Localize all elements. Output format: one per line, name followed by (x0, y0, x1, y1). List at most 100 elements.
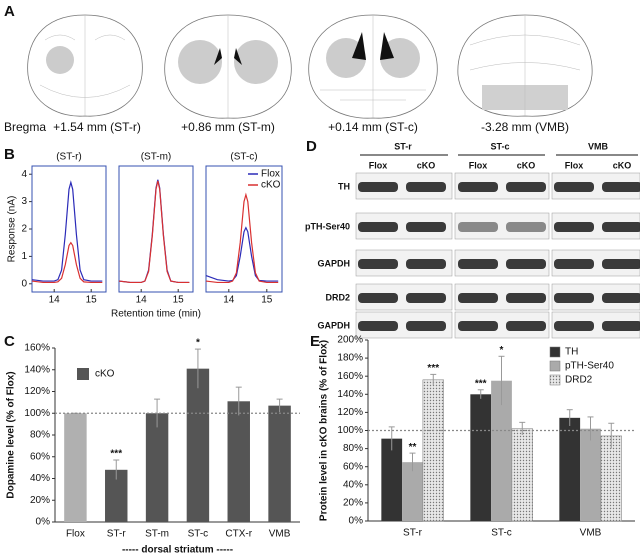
bar (381, 438, 403, 521)
y-tick-label: 60% (30, 451, 50, 462)
bar (470, 394, 492, 521)
bregma-label: Bregma (4, 120, 46, 134)
significance: *** (110, 449, 122, 460)
y-tick-label: 20% (30, 495, 50, 506)
blot-band (602, 259, 640, 269)
section-label: +0.14 mm (ST-c) (328, 120, 418, 134)
blot-lane: cKO (417, 160, 436, 170)
bar (559, 417, 581, 521)
bar (580, 428, 601, 521)
blot-band (554, 222, 594, 232)
x-tick-label: 14 (136, 295, 148, 306)
legend-label: pTH-Ser40 (565, 361, 614, 372)
y-tick-label: 180% (337, 353, 363, 364)
blot-group: ST-c (490, 141, 509, 151)
x-tick-label: ST-r (403, 528, 423, 539)
x-tick-label: VMB (580, 528, 602, 539)
blot-band (602, 222, 640, 232)
line-series (31, 180, 103, 282)
chart-title: (ST-c) (230, 152, 257, 163)
panel-label: E (310, 333, 320, 350)
y-tick-label: 0% (36, 517, 51, 528)
y-tick-label: 200% (337, 335, 363, 346)
blot-band (506, 293, 546, 303)
plot-frame (31, 165, 107, 293)
section-label: +1.54 mm (ST-r) (53, 120, 141, 134)
legend-swatch (549, 374, 561, 386)
y-axis-label: Protein level in cKO brains (% of Flox) (319, 340, 330, 521)
blot-band (554, 182, 594, 192)
y-tick-label: 0% (349, 516, 364, 527)
brain-sections (27, 14, 593, 119)
blot-lane: cKO (517, 160, 536, 170)
blot-band (358, 222, 398, 232)
y-axis-label: Response (nA) (7, 196, 18, 263)
panel-label: D (306, 138, 317, 155)
y-tick-label: 60% (343, 461, 363, 472)
line-series (118, 179, 190, 284)
blot-lane: Flox (469, 160, 488, 170)
blot-band (358, 259, 398, 269)
bar (600, 435, 622, 522)
blot-band (554, 321, 594, 331)
bar (145, 413, 169, 522)
y-tick-label: 20% (343, 498, 363, 509)
significance: *** (427, 363, 439, 374)
y-tick-label: 140% (24, 364, 50, 375)
blot-band (406, 182, 446, 192)
x-tick-label: ST-m (145, 529, 169, 540)
chart-title: (ST-m) (141, 152, 172, 163)
blot-band (458, 321, 498, 331)
blot-band (506, 182, 546, 192)
y-tick-label: 80% (343, 443, 363, 454)
line-series (31, 241, 103, 284)
legend-label: TH (565, 347, 578, 358)
legend-swatch (549, 360, 561, 372)
line-series (205, 192, 279, 284)
blot-band (406, 321, 446, 331)
blot-row: pTH-Ser40 (305, 221, 350, 231)
blot-band (554, 293, 594, 303)
blot-lane: cKO (613, 160, 632, 170)
blot-band (458, 222, 498, 232)
x-axis-label: ----- dorsal striatum ----- (122, 545, 233, 556)
blot-group: VMB (588, 141, 609, 151)
significance: * (196, 338, 200, 349)
blot-band (602, 182, 640, 192)
section-label: -3.28 mm (VMB) (481, 120, 569, 134)
x-tick-label: VMB (269, 529, 291, 540)
blot-band (458, 182, 498, 192)
blot-band (406, 293, 446, 303)
y-tick-label: 140% (337, 389, 363, 400)
x-tick-label: 15 (261, 295, 273, 306)
y-tick-label: 80% (30, 430, 50, 441)
bar (402, 462, 423, 521)
y-tick-label: 40% (30, 473, 50, 484)
legend-swatch (77, 368, 89, 380)
panel-label: C (4, 333, 15, 350)
x-tick-label: 15 (86, 295, 98, 306)
legend-label: DRD2 (565, 375, 593, 386)
x-tick-label: ST-c (491, 528, 512, 539)
section-label: +0.86 mm (ST-m) (181, 120, 275, 134)
blot-band (506, 222, 546, 232)
bar (64, 413, 87, 522)
chart-title: (ST-r) (56, 152, 82, 163)
blot-row: DRD2 (325, 292, 350, 302)
y-tick-label: 4 (21, 169, 27, 180)
blot-band (458, 259, 498, 269)
x-axis-label: Retention time (min) (111, 309, 201, 320)
y-axis-label: Dopamine level (% of Flox) (6, 371, 17, 498)
bar (268, 405, 291, 522)
bar (511, 428, 533, 522)
line-series (205, 226, 279, 282)
y-tick-label: 0 (21, 278, 27, 289)
y-tick-label: 100% (337, 425, 363, 436)
blot-row: GAPDH (317, 258, 350, 268)
x-tick-label: 14 (49, 295, 61, 306)
x-tick-label: CTX-r (225, 529, 252, 540)
blot-band (406, 222, 446, 232)
plot-frame (118, 165, 194, 293)
y-tick-label: 160% (337, 371, 363, 382)
blot-row: TH (338, 181, 350, 191)
